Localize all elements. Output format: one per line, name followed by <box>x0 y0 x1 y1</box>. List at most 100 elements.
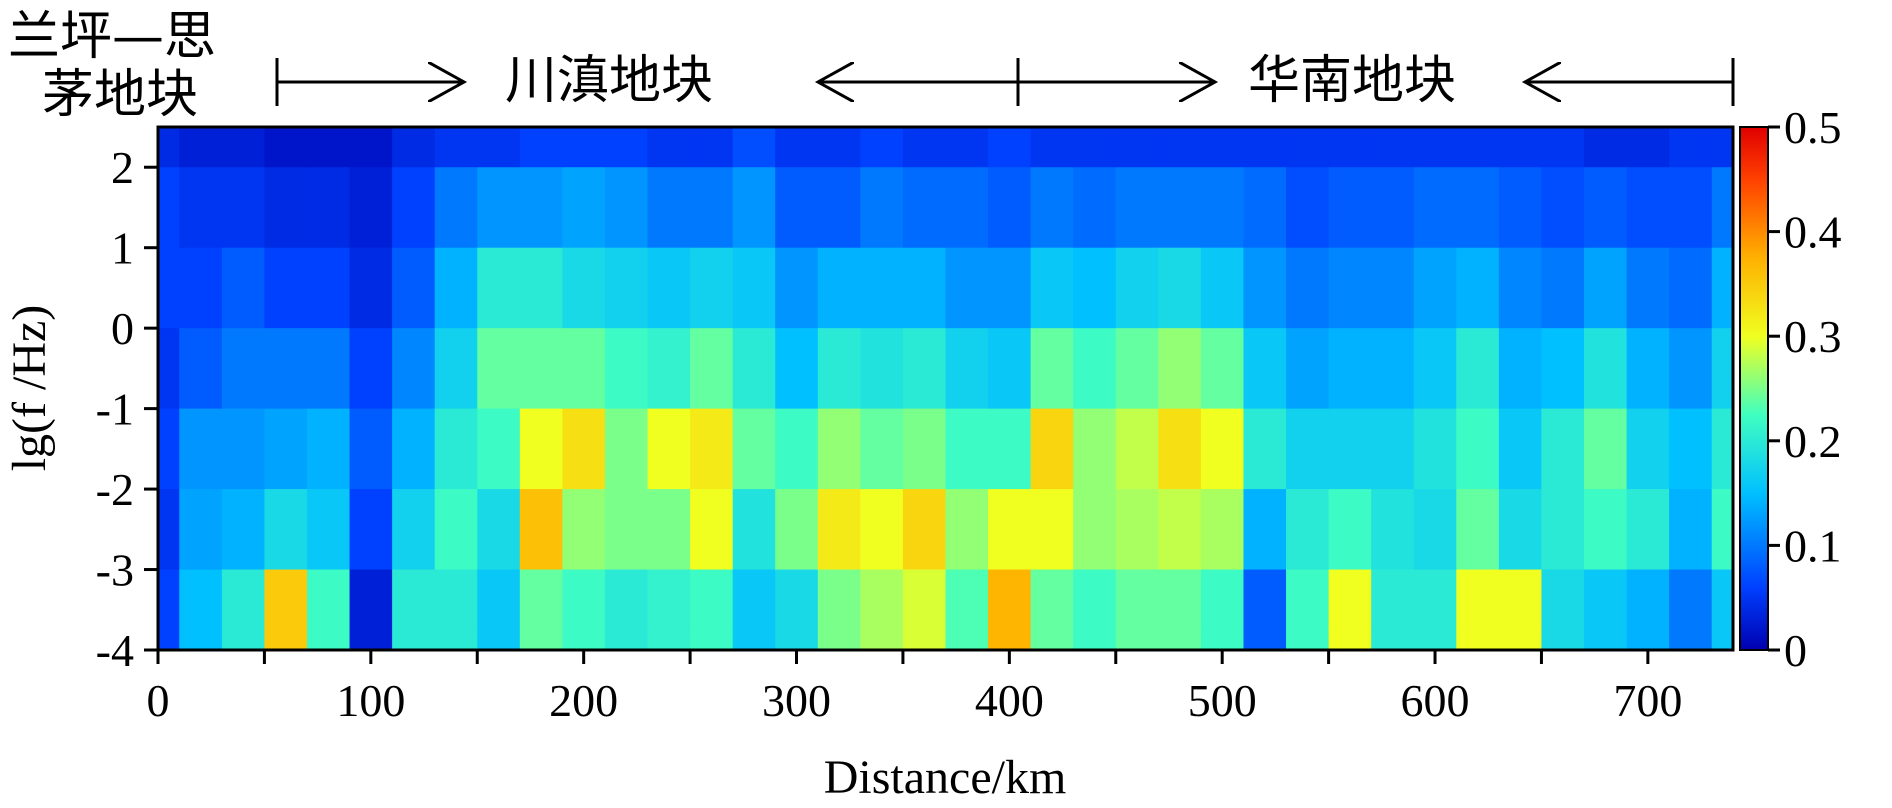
heatmap-cell <box>732 408 776 490</box>
heatmap-cell <box>1626 167 1670 249</box>
heatmap-cell <box>221 489 266 571</box>
heatmap-cell <box>1498 167 1543 249</box>
heatmap-cell <box>434 247 478 329</box>
heatmap-cell <box>1073 569 1117 631</box>
heatmap-cell <box>1584 247 1628 329</box>
heatmap-cell <box>1200 127 1245 168</box>
heatmap-cell <box>690 247 734 329</box>
heatmap-cell <box>1243 127 1287 168</box>
heatmap-cell <box>392 569 436 631</box>
heatmap-cell <box>1328 247 1372 329</box>
colorbar-gradient <box>1739 126 1769 651</box>
heatmap-cell <box>945 408 989 490</box>
heatmap-cell <box>1073 629 1117 651</box>
heatmap-cell <box>604 167 649 249</box>
x-tick-label: 200 <box>549 675 618 726</box>
heatmap-cell <box>1669 127 1713 168</box>
heatmap-cell <box>647 629 691 651</box>
heatmap-cell <box>158 408 180 490</box>
heatmap-cell <box>690 328 734 410</box>
heatmap-cell <box>264 408 308 490</box>
region-annotations: 兰坪—思 茅地块 川滇地块 华南地块 <box>8 7 1735 125</box>
heatmap-cell <box>1413 489 1457 571</box>
heatmap-cell <box>1626 328 1670 410</box>
heatmap-cell <box>1413 408 1457 490</box>
heatmap-cell <box>1073 408 1117 490</box>
heatmap-cell <box>1200 629 1245 651</box>
heatmap-cell <box>349 629 393 651</box>
heatmap-cell <box>477 629 521 651</box>
heatmap-cell <box>1498 569 1543 631</box>
heatmap-cell <box>1456 247 1500 329</box>
heatmap-cell <box>1030 127 1074 168</box>
heatmap-cell <box>945 167 989 249</box>
heatmap-cell <box>1030 489 1074 571</box>
heatmap-cell <box>1073 489 1117 571</box>
heatmap-cell <box>392 127 436 168</box>
heatmap-cell <box>1115 569 1159 631</box>
heatmap-cell <box>1200 489 1245 571</box>
heatmap-cell <box>902 629 947 651</box>
heatmap-cell <box>392 629 436 651</box>
heatmap-cell <box>775 167 819 249</box>
heatmap-cell <box>1030 569 1074 631</box>
heatmap-cell <box>988 167 1032 249</box>
heatmap-cell <box>902 569 947 631</box>
heatmap-cell <box>1115 167 1159 249</box>
x-tick-label: 400 <box>975 675 1044 726</box>
heatmap-cell <box>1286 569 1330 631</box>
heatmap-cell <box>1158 489 1202 571</box>
heatmap-cell <box>562 247 606 329</box>
heatmap-cell <box>1711 167 1734 249</box>
heatmap-cell <box>1115 127 1159 168</box>
heatmap-cell <box>945 489 989 571</box>
heatmap-cell <box>775 569 819 631</box>
heatmap-cell <box>1626 408 1670 490</box>
heatmap-cell <box>434 127 478 168</box>
heatmap-cell <box>775 127 819 168</box>
heatmap-cell <box>306 408 351 490</box>
heatmap-cell <box>349 328 393 410</box>
heatmap-cell <box>477 167 521 249</box>
heatmap-cell <box>1328 629 1372 651</box>
heatmap-cell <box>902 408 947 490</box>
heatmap-cell <box>519 408 563 490</box>
heatmap-cell <box>306 247 351 329</box>
heatmap-cell <box>1328 328 1372 410</box>
heatmap-cell <box>221 167 266 249</box>
heatmap-cell <box>1498 408 1543 490</box>
heatmap-cell <box>349 167 393 249</box>
heatmap-cell <box>349 408 393 490</box>
heatmap-cell <box>1073 167 1117 249</box>
heatmap-cell <box>562 167 606 249</box>
heatmap-cell <box>817 247 861 329</box>
colorbar-tick-label: 0.1 <box>1784 520 1842 571</box>
heatmap-cell <box>1456 167 1500 249</box>
heatmap-cell <box>264 489 308 571</box>
heatmap-cell <box>519 629 563 651</box>
heatmap-cell <box>1541 408 1585 490</box>
heatmap-cell <box>1243 629 1287 651</box>
heatmap-cell <box>1541 328 1585 410</box>
heatmap-cell <box>264 247 308 329</box>
heatmap-cell <box>158 127 180 168</box>
heatmap-cell <box>988 569 1032 631</box>
heatmap-cell <box>988 629 1032 651</box>
heatmap-cell <box>732 629 776 651</box>
heatmap-cell <box>1541 167 1585 249</box>
heatmap-cell <box>988 247 1032 329</box>
heatmap-cell <box>477 247 521 329</box>
heatmap-cell <box>1115 489 1159 571</box>
heatmap-cell <box>179 408 223 490</box>
colorbar-ticks: 0 0.1 0.2 0.3 0.4 0.5 <box>1768 102 1842 676</box>
heatmap-cell <box>477 489 521 571</box>
heatmap-cell <box>179 127 223 168</box>
heatmap-cell <box>179 247 223 329</box>
heatmap-cell <box>860 247 904 329</box>
heatmap-cell <box>1456 569 1500 631</box>
heatmap-cell <box>1158 328 1202 410</box>
heatmap-cell <box>158 489 180 571</box>
heatmap-cell <box>392 247 436 329</box>
heatmap-cell <box>1711 489 1734 571</box>
heatmap-cell <box>1498 127 1543 168</box>
